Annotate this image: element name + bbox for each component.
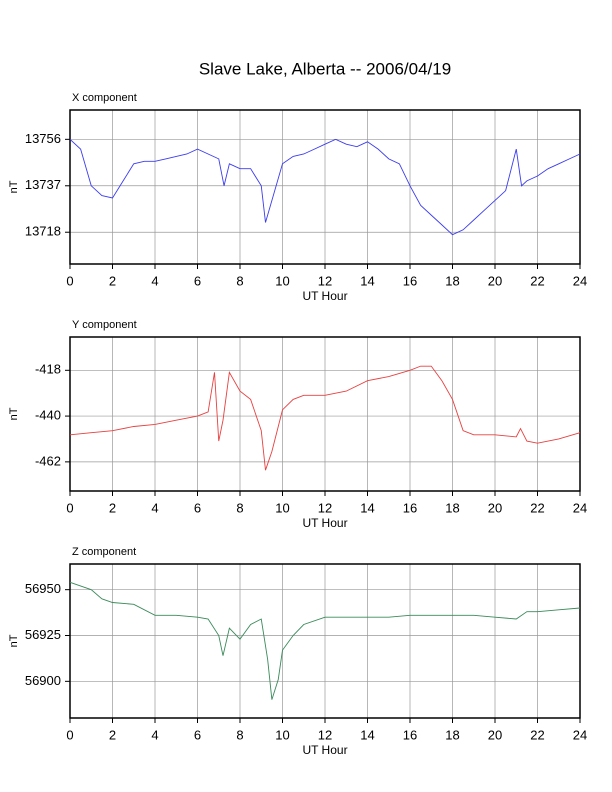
x-tick-label: 18 [445,273,459,288]
x-tick-label: 14 [360,500,374,515]
x-tick-label: 4 [151,727,158,742]
data-line [69,138,581,236]
y-tick-label: -462 [35,453,61,468]
y-axis-label: nT [8,407,20,420]
x-tick-label: 16 [403,273,417,288]
chart-title: Slave Lake, Alberta -- 2006/04/19 [199,59,451,78]
x-tick-label: 18 [445,727,459,742]
x-tick-label: 8 [236,273,243,288]
x-tick-label: 8 [236,500,243,515]
panel-title: Y component [72,319,137,331]
panel-title: Z component [72,546,136,558]
x-tick-label: 8 [236,727,243,742]
x-tick-label: 22 [530,727,544,742]
x-tick-label: 2 [109,273,116,288]
plot-frame [69,563,581,719]
data-line [69,581,581,700]
y-tick-label: -418 [35,362,61,377]
panel-title: X component [72,92,137,104]
x-tick-label: 6 [194,727,201,742]
x-tick-label: 2 [109,500,116,515]
x-axis-label: UT Hour [302,289,347,303]
x-tick-label: 0 [66,500,73,515]
x-tick-label: 10 [275,500,289,515]
x-tick-label: 20 [488,273,502,288]
x-tick-label: 18 [445,500,459,515]
plot-frame [69,336,581,492]
x-tick-label: 22 [530,500,544,515]
x-tick-label: 4 [151,273,158,288]
x-tick-label: 2 [109,727,116,742]
x-tick-label: 24 [573,500,587,515]
x-tick-label: 4 [151,500,158,515]
x-tick-label: 6 [194,500,201,515]
x-tick-label: 20 [488,727,502,742]
y-tick-label: 56950 [25,581,61,596]
x-tick-label: 16 [403,727,417,742]
plot-frame [69,109,581,265]
x-axis-label: UT Hour [302,743,347,757]
x-tick-label: 10 [275,273,289,288]
y-tick-label: 13718 [25,224,61,239]
x-tick-label: 12 [318,500,332,515]
y-tick-label: 56925 [25,627,61,642]
x-axis-label: UT Hour [302,516,347,530]
y-tick-label: 56900 [25,673,61,688]
x-tick-label: 6 [194,273,201,288]
x-tick-label: 14 [360,727,374,742]
x-tick-label: 24 [573,727,587,742]
x-tick-label: 24 [573,273,587,288]
data-line [69,365,581,471]
y-tick-label: 13737 [25,177,61,192]
x-tick-label: 0 [66,273,73,288]
x-tick-label: 12 [318,727,332,742]
y-tick-label: -440 [35,408,61,423]
x-tick-label: 12 [318,273,332,288]
y-axis-label: nT [8,180,20,193]
x-tick-label: 10 [275,727,289,742]
y-tick-label: 13756 [25,131,61,146]
x-tick-label: 20 [488,500,502,515]
y-axis-label: nT [8,634,20,647]
x-tick-label: 22 [530,273,544,288]
x-tick-label: 0 [66,727,73,742]
x-tick-label: 16 [403,500,417,515]
x-tick-label: 14 [360,273,374,288]
